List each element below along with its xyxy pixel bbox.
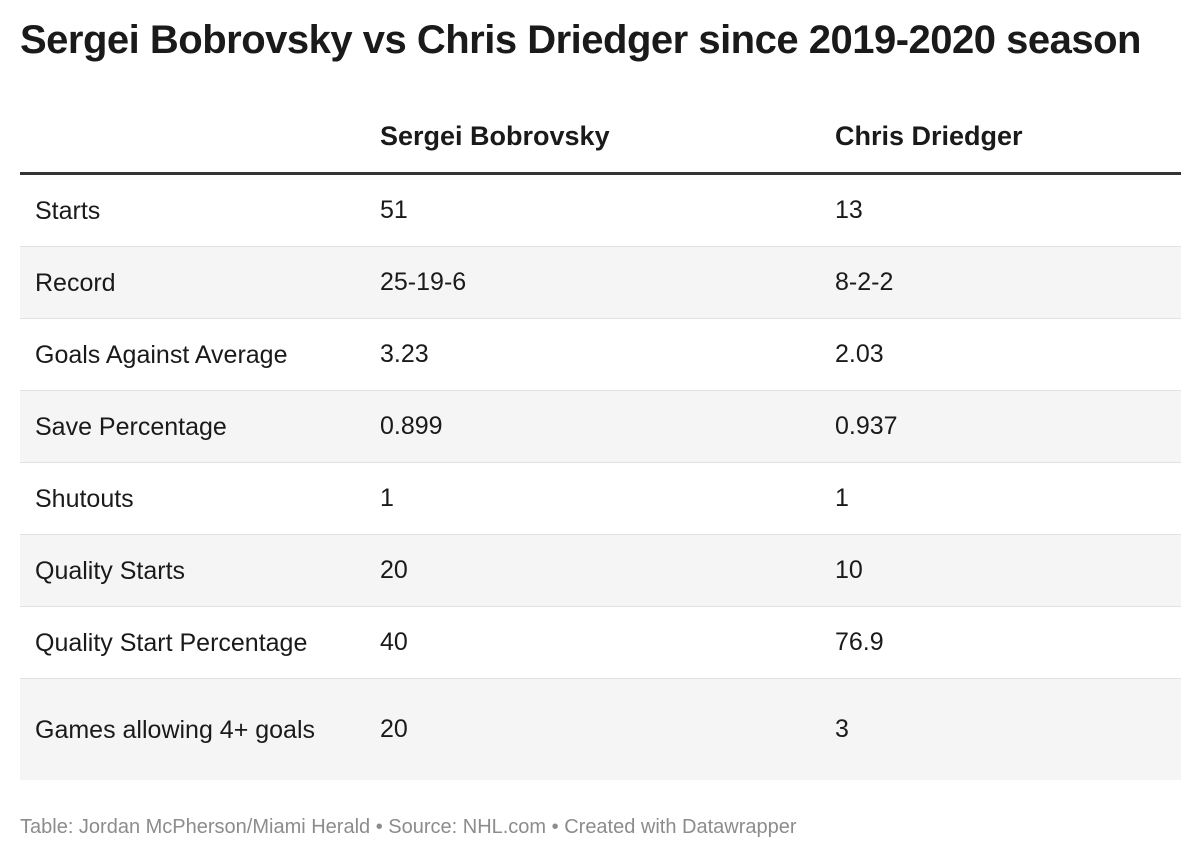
bobrovsky-value: 25-19-6	[380, 268, 467, 296]
bobrovsky-value: 51	[380, 196, 408, 224]
driedger-value: 1	[835, 484, 849, 512]
stat-label: Quality Start Percentage	[35, 628, 308, 657]
table-credit-footer: Table: Jordan McPherson/Miami Herald • S…	[20, 816, 797, 838]
stat-label: Quality Starts	[35, 556, 186, 585]
stats-table: Sergei Bobrovsky Chris Driedger Starts 5…	[20, 100, 1181, 780]
table-row: Quality Start Percentage 40 76.9	[20, 607, 1181, 679]
table-row: Shutouts 1 1	[20, 463, 1181, 535]
driedger-value: 0.937	[835, 412, 898, 440]
driedger-value: 3	[835, 715, 849, 743]
driedger-value: 2.03	[835, 340, 884, 368]
table-row: Starts 51 13	[20, 175, 1181, 247]
page-title: Sergei Bobrovsky vs Chris Driedger since…	[20, 18, 1141, 62]
driedger-value: 13	[835, 196, 863, 224]
bobrovsky-value: 40	[380, 628, 408, 656]
stat-label: Save Percentage	[35, 412, 227, 441]
table-row: Record 25-19-6 8-2-2	[20, 247, 1181, 319]
stat-label: Shutouts	[35, 484, 134, 513]
stat-label: Games allowing 4+ goals	[35, 715, 316, 744]
table-row: Quality Starts 20 10	[20, 535, 1181, 607]
stat-label: Goals Against Average	[35, 340, 288, 369]
bobrovsky-value: 20	[380, 715, 408, 743]
driedger-value: 8-2-2	[835, 268, 894, 296]
table-row: Save Percentage 0.899 0.937	[20, 391, 1181, 463]
table-row: Goals Against Average 3.23 2.03	[20, 319, 1181, 391]
driedger-value: 76.9	[835, 628, 884, 656]
table-header: Sergei Bobrovsky Chris Driedger	[20, 100, 1181, 175]
stat-label: Starts	[35, 196, 101, 225]
bobrovsky-value: 3.23	[380, 340, 429, 368]
bobrovsky-value: 0.899	[380, 412, 443, 440]
stat-label: Record	[35, 268, 116, 297]
bobrovsky-value: 20	[380, 556, 408, 584]
driedger-value: 10	[835, 556, 863, 584]
table-row: Games allowing 4+ goals 20 3	[20, 679, 1181, 780]
bobrovsky-value: 1	[380, 484, 394, 512]
header-cell-bobrovsky: Sergei Bobrovsky	[380, 120, 610, 151]
header-cell-driedger: Chris Driedger	[835, 120, 1023, 151]
